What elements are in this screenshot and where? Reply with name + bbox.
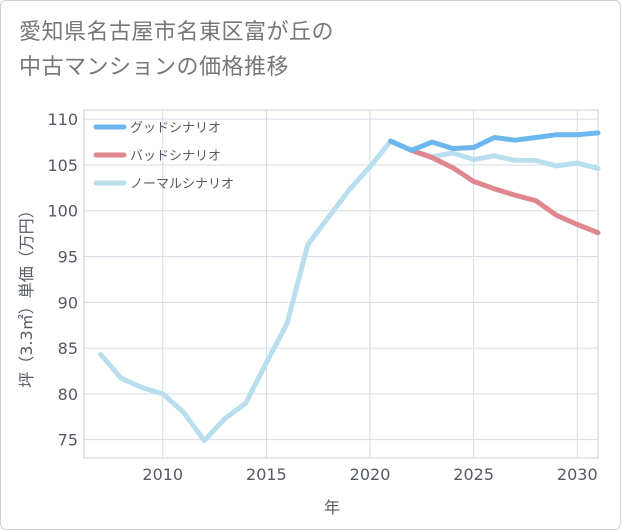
series-line-bad	[388, 138, 601, 236]
chart-title-line-2: 中古マンションの価格推移	[19, 55, 290, 80]
plot-frame	[83, 109, 599, 459]
x-tick-labels: 2010 2015 2020 2025 2030	[142, 465, 597, 484]
y-tick-label: 110	[47, 110, 78, 129]
y-tick-label: 90	[58, 293, 78, 312]
legend-label: グッドシナリオ	[130, 121, 221, 136]
legend-label: ノーマルシナリオ	[130, 177, 234, 192]
legend-label: バッドシナリオ	[130, 149, 221, 164]
x-tick-label: 2015	[246, 465, 287, 484]
x-tick-label: 2025	[453, 465, 494, 484]
series-line-good	[388, 130, 601, 153]
y-tick-label: 75	[58, 431, 78, 450]
x-tick-label: 2030	[557, 465, 598, 484]
y-tick-labels: 75 80 85 90 95 100 105 110	[47, 110, 78, 450]
chart-title-line-1: 愛知県名古屋市名東区富が丘の	[19, 20, 335, 45]
y-tick-label: 80	[58, 385, 78, 404]
y-tick-label: 85	[58, 339, 78, 358]
x-tick-label: 2010	[142, 465, 183, 484]
series-lines	[98, 130, 601, 444]
y-tick-label: 95	[58, 248, 78, 267]
y-axis-label: 坪（3.3㎡）単価（万円）	[17, 202, 36, 387]
x-tick-label: 2020	[350, 465, 391, 484]
y-tick-label: 105	[47, 156, 78, 175]
y-tick-label: 100	[47, 202, 78, 221]
series-line-normal	[98, 138, 601, 444]
chart-title: 愛知県名古屋市名東区富が丘の 中古マンションの価格推移	[19, 15, 334, 85]
x-axis-label: 年	[324, 498, 340, 517]
